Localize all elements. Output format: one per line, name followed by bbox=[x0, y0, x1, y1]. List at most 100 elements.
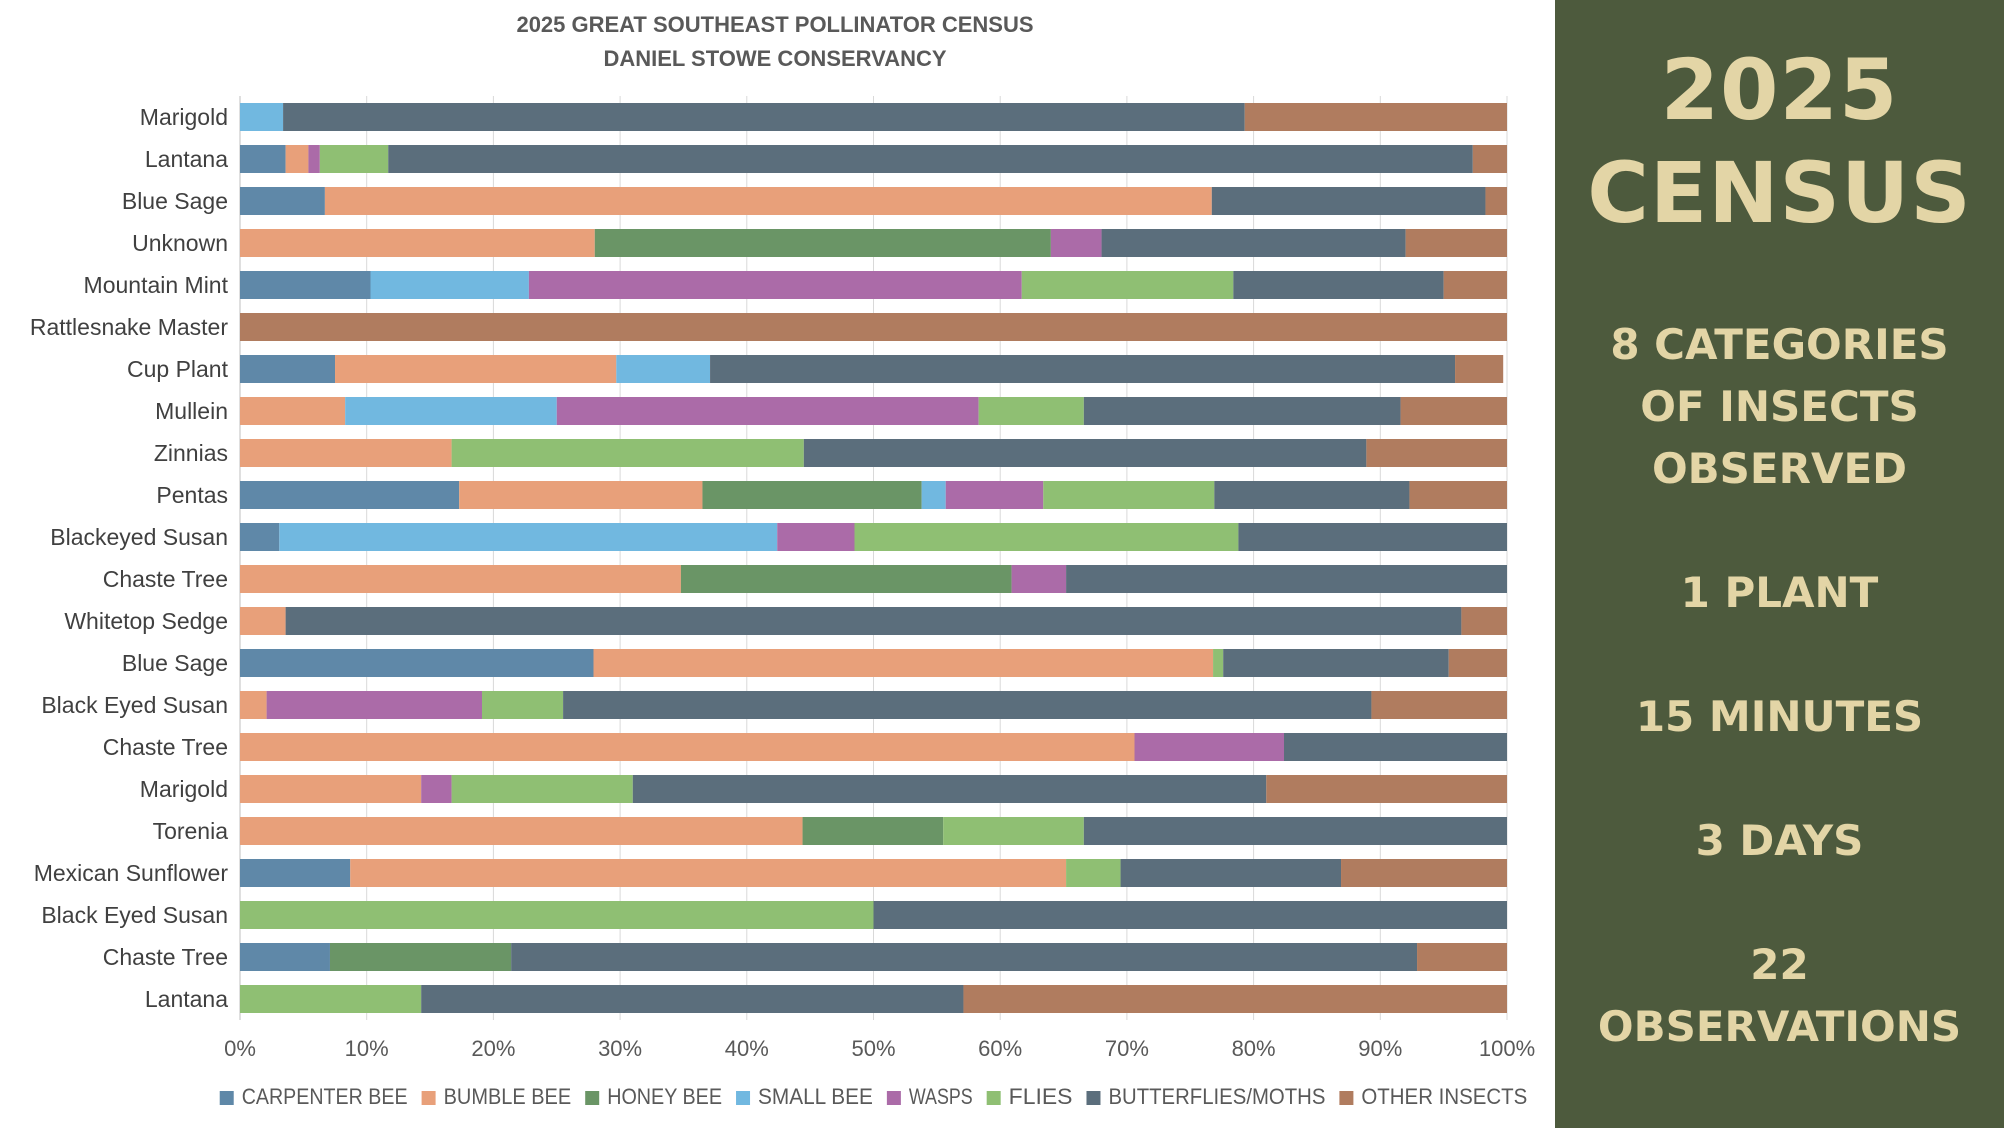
stat-categories-line2: OF INSECTS bbox=[1640, 382, 1919, 431]
bar-segment bbox=[266, 691, 482, 719]
bar-segment bbox=[802, 817, 944, 845]
category-label: Mountain Mint bbox=[84, 272, 229, 298]
legend-item: HONEY BEE bbox=[585, 1084, 722, 1109]
bar-segment bbox=[1043, 481, 1215, 509]
bar-segment bbox=[1213, 649, 1224, 677]
category-label: Torenia bbox=[153, 818, 229, 844]
legend-item: OTHER INSECTS bbox=[1339, 1084, 1527, 1109]
bar-segment bbox=[240, 901, 874, 929]
bar-segment bbox=[978, 397, 1084, 425]
bar-segment bbox=[1050, 229, 1102, 257]
x-axis-ticks: 0% 10% 20% 30% 40% 50% 60% 70% 80% 90% 100% bbox=[224, 1036, 1535, 1061]
bar-segment bbox=[240, 817, 803, 845]
bar-segment bbox=[1448, 649, 1507, 677]
bar-segment bbox=[335, 355, 617, 383]
legend-item: BUMBLE BEE bbox=[421, 1084, 571, 1109]
x-tick-label: 20% bbox=[471, 1036, 515, 1061]
bar-segment bbox=[240, 691, 267, 719]
bar-segment bbox=[1405, 229, 1507, 257]
legend-item: WASPS bbox=[886, 1084, 973, 1109]
category-label: Marigold bbox=[140, 104, 228, 130]
bar-segment bbox=[710, 355, 1456, 383]
bar-segment bbox=[702, 481, 922, 509]
bar-segment bbox=[1011, 565, 1067, 593]
bar-segment bbox=[421, 775, 452, 803]
bar-segment bbox=[1083, 817, 1507, 845]
category-label: Pentas bbox=[156, 482, 228, 508]
bars bbox=[240, 103, 1507, 1013]
x-tick-label: 50% bbox=[851, 1036, 895, 1061]
legend-label: WASPS bbox=[909, 1084, 973, 1109]
legend: CARPENTER BEE BUMBLE BEE HONEY BEE SMALL BE… bbox=[219, 1084, 1527, 1109]
bar-segment bbox=[240, 271, 371, 299]
chart-subtitle: DANIEL STOWE CONSERVANCY bbox=[603, 46, 946, 71]
bar-segment bbox=[1066, 565, 1507, 593]
bar-segment bbox=[803, 439, 1367, 467]
stat-plant: 1 PLANT bbox=[1680, 568, 1879, 617]
bar-segment bbox=[1083, 397, 1401, 425]
bar-segment bbox=[777, 523, 855, 551]
legend-swatch bbox=[736, 1091, 751, 1105]
bar-segment bbox=[1443, 271, 1507, 299]
bar-segment bbox=[1266, 775, 1507, 803]
bar-segment bbox=[1371, 691, 1507, 719]
bar-segment bbox=[1101, 229, 1406, 257]
category-label: Rattlesnake Master bbox=[30, 314, 228, 340]
bar-segment bbox=[285, 607, 1462, 635]
bar-segment bbox=[1400, 397, 1507, 425]
bar-segment bbox=[240, 775, 422, 803]
bar-segment bbox=[308, 145, 320, 173]
bar-segment bbox=[319, 145, 389, 173]
bar-segment bbox=[240, 523, 280, 551]
bar-segment bbox=[1461, 607, 1507, 635]
bar-segment bbox=[459, 481, 703, 509]
x-tick-label: 90% bbox=[1358, 1036, 1402, 1061]
x-tick-label: 40% bbox=[725, 1036, 769, 1061]
legend-label: CARPENTER BEE bbox=[242, 1084, 408, 1109]
bar-segment bbox=[350, 859, 1067, 887]
bar-segment bbox=[240, 103, 284, 131]
stat-minutes: 15 MINUTES bbox=[1635, 692, 1924, 741]
bar-segment bbox=[240, 985, 422, 1013]
category-label: Black Eyed Susan bbox=[41, 902, 228, 928]
bar-segment bbox=[240, 145, 286, 173]
bar-segment bbox=[285, 145, 309, 173]
bar-segment bbox=[921, 481, 946, 509]
legend-swatch bbox=[1086, 1091, 1101, 1105]
bar-segment bbox=[345, 397, 557, 425]
bar-segment bbox=[511, 943, 1418, 971]
category-label: Lantana bbox=[145, 986, 228, 1012]
legend-label: FLIES bbox=[1009, 1084, 1073, 1109]
legend-swatch bbox=[886, 1091, 901, 1105]
legend-label: BUTTERFLIES/MOTHS bbox=[1108, 1084, 1325, 1109]
bar-segment bbox=[1238, 523, 1507, 551]
x-tick-label: 0% bbox=[224, 1036, 256, 1061]
bar-segment bbox=[451, 439, 804, 467]
x-tick-label: 10% bbox=[345, 1036, 389, 1061]
category-label: Chaste Tree bbox=[103, 944, 228, 970]
bar-segment bbox=[963, 985, 1507, 1013]
bar-segment bbox=[943, 817, 1084, 845]
category-label: Cup Plant bbox=[127, 356, 229, 382]
legend-swatch bbox=[219, 1091, 234, 1105]
stat-observations-count: 22 bbox=[1750, 940, 1809, 989]
bar-segment bbox=[240, 943, 330, 971]
legend-swatch bbox=[585, 1091, 600, 1105]
legend-label: SMALL BEE bbox=[758, 1084, 873, 1109]
category-label: Chaste Tree bbox=[103, 734, 228, 760]
bar-segment bbox=[1455, 355, 1504, 383]
bar-segment bbox=[388, 145, 1473, 173]
bar-segment bbox=[1409, 481, 1507, 509]
category-label: Black Eyed Susan bbox=[41, 692, 228, 718]
bar-segment bbox=[1485, 187, 1507, 215]
bar-segment bbox=[528, 271, 1022, 299]
bar-segment bbox=[283, 103, 1245, 131]
category-label: Mullein bbox=[155, 398, 228, 424]
legend-swatch bbox=[986, 1091, 1001, 1105]
category-label: Blackeyed Susan bbox=[50, 524, 228, 550]
bar-segment bbox=[616, 355, 711, 383]
bar-segment bbox=[329, 943, 512, 971]
bar-segment bbox=[279, 523, 778, 551]
bar-segment bbox=[593, 649, 1214, 677]
headline-census: CENSUS bbox=[1587, 144, 1972, 242]
